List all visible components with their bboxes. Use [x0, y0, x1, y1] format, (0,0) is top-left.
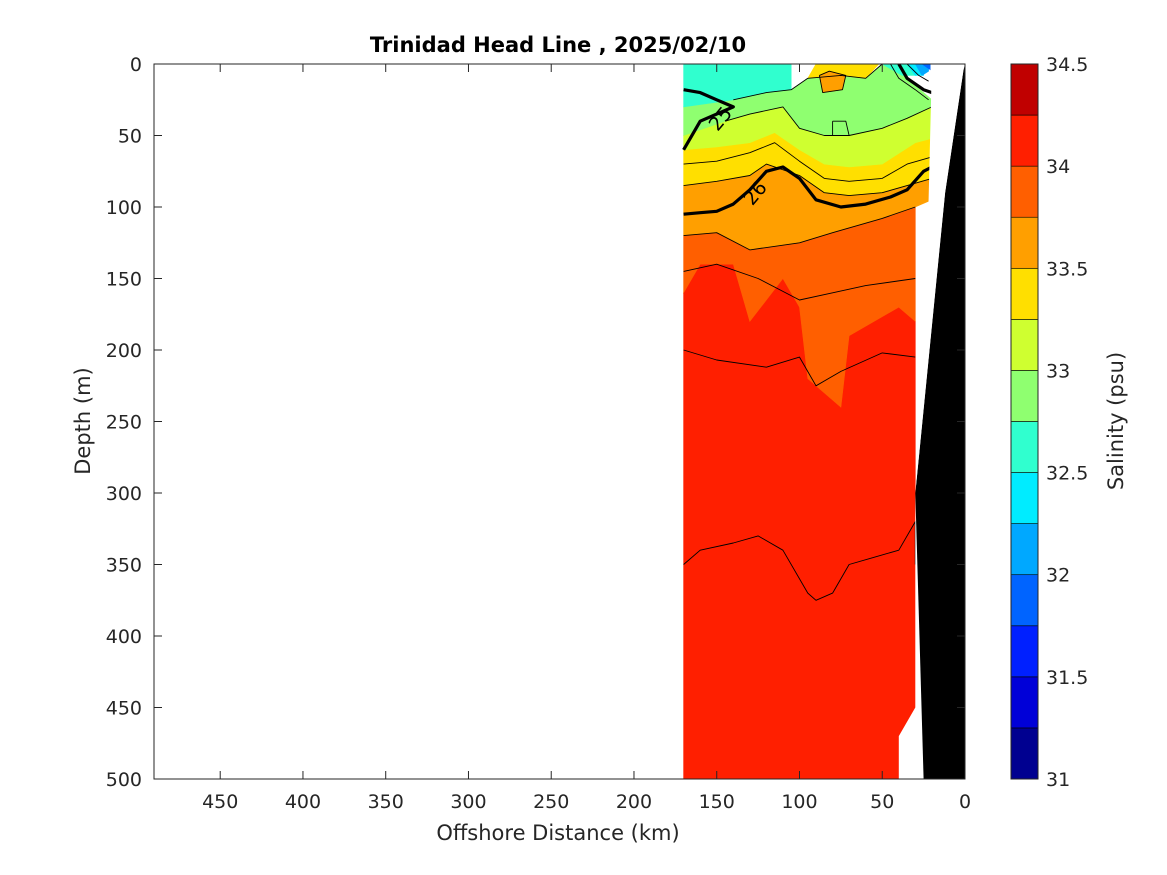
thin-contour-11 [906, 64, 929, 82]
y-tick-label-0: 0 [130, 54, 142, 76]
colorbar-segment-4 [1010, 523, 1039, 576]
seafloor [915, 64, 965, 779]
x-tick-label-250: 250 [533, 791, 569, 813]
colorbar-label: Salinity (psu) [1104, 352, 1128, 490]
colorbar-segment-2 [1010, 625, 1039, 678]
thin-contour-5 [683, 142, 933, 182]
colorbar-segment-8 [1010, 319, 1039, 371]
y-tick-label-450: 450 [106, 698, 142, 720]
colorbar-tick-34: 34 [1046, 156, 1070, 178]
y-tick-label-300: 300 [106, 483, 142, 505]
colorbar-tick-32-5: 32.5 [1046, 463, 1088, 485]
y-tick-label-500: 500 [106, 769, 142, 791]
y-tick-label-50: 50 [118, 126, 142, 148]
colorbar-tick-32: 32 [1046, 565, 1070, 587]
bathymetry [898, 64, 965, 779]
density-contour-0 [682, 88, 735, 151]
y-tick-label-200: 200 [106, 340, 142, 362]
salinity-band-11 [914, 64, 929, 76]
x-axis: 450 400 350 300 250 200 150 100 50 0 [202, 64, 971, 813]
x-tick-label-100: 100 [781, 791, 817, 813]
thin-contour-3 [683, 521, 916, 601]
thin-contour-8 [818, 70, 847, 94]
colorbar-segment-12 [1010, 114, 1039, 167]
thin-contour-9 [832, 120, 850, 136]
colorbar-frame [1010, 63, 1039, 780]
colorbar-tick-34-5: 34.5 [1046, 54, 1088, 76]
colorbar-segment-10 [1010, 216, 1039, 269]
x-tick-label-300: 300 [450, 791, 486, 813]
wall-gap [915, 64, 964, 779]
colorbar-tick-31-5: 31.5 [1046, 667, 1088, 689]
salinity-band-0 [683, 263, 916, 779]
y-axis: 0 50 100 150 200 250 300 350 400 450 500 [106, 54, 965, 791]
thin-contour-7 [733, 64, 883, 101]
x-tick-label-400: 400 [285, 791, 321, 813]
x-tick-label-450: 450 [202, 791, 238, 813]
salinity-band-12 [921, 64, 931, 71]
colorbar-tick-33-5: 33.5 [1046, 258, 1088, 280]
colorbar-segment-7 [1010, 370, 1039, 422]
colorbar-tick-33: 33 [1046, 360, 1070, 382]
y-axis-label: Depth (m) [71, 367, 95, 474]
thin-contour-0 [683, 263, 916, 301]
shelf-gap [898, 493, 936, 779]
y-tick-label-400: 400 [106, 626, 142, 648]
thin-contour-10 [890, 64, 929, 101]
colorbar-segment-11 [1010, 165, 1039, 218]
y-tick-label-350: 350 [106, 555, 142, 577]
density-contour-1 [683, 165, 933, 216]
colorbar-tick-31: 31 [1046, 769, 1070, 791]
colorbar-segment-13 [1010, 63, 1039, 116]
thin-contour-1 [683, 206, 916, 251]
thin-contour-6 [724, 106, 933, 136]
contour-lines [682, 64, 933, 601]
colorbar-segment-0 [1010, 727, 1039, 780]
x-tick-label-0: 0 [959, 791, 971, 813]
colorbar-segment-5 [1010, 472, 1039, 524]
colorbar-segment-9 [1010, 267, 1039, 320]
colorbar-segment-6 [1010, 421, 1039, 473]
thin-contour-4 [683, 163, 933, 197]
density-contour-2 [897, 64, 933, 95]
chart-title: Trinidad Head Line , 2025/02/10 [370, 33, 746, 57]
y-tick-label-100: 100 [106, 197, 142, 219]
colorbar-segment-1 [1010, 676, 1039, 729]
colorbar-segment-3 [1010, 574, 1039, 627]
x-tick-label-200: 200 [616, 791, 652, 813]
x-axis-label: Offshore Distance (km) [436, 821, 679, 845]
y-tick-label-250: 250 [106, 412, 142, 434]
x-tick-label-150: 150 [699, 791, 735, 813]
x-tick-label-50: 50 [870, 791, 894, 813]
colorbar: 31 31.5 32 32.5 33 33.5 34 34.5 [1010, 54, 1088, 791]
thin-contour-2 [683, 349, 916, 387]
x-tick-label-350: 350 [368, 791, 404, 813]
y-tick-label-150: 150 [106, 269, 142, 291]
